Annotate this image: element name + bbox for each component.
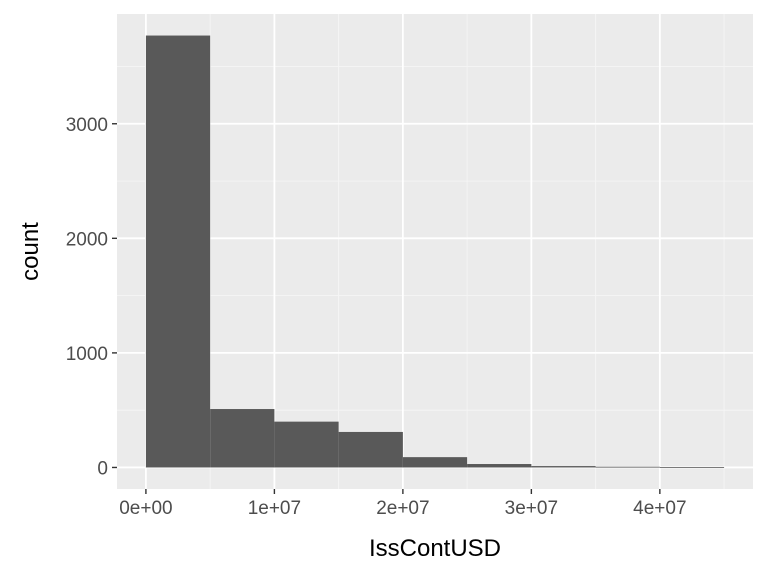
y-tick-label: 2000 bbox=[66, 229, 108, 250]
x-tick-label: 0e+00 bbox=[119, 498, 172, 519]
x-tick-label: 1e+07 bbox=[248, 498, 301, 519]
minor-gridlines bbox=[117, 14, 753, 489]
y-tick-label: 0 bbox=[97, 458, 108, 479]
x-axis: 0e+00 1e+07 2e+07 3e+07 4e+07 bbox=[119, 489, 687, 519]
histogram-bar bbox=[402, 457, 468, 468]
histogram-bar bbox=[145, 35, 211, 468]
y-tick-label: 1000 bbox=[66, 344, 108, 365]
histogram-bar bbox=[467, 464, 532, 468]
histogram-bar bbox=[274, 421, 339, 468]
histogram-bar bbox=[531, 466, 596, 468]
y-tick-label: 3000 bbox=[66, 115, 108, 136]
x-tick-label: 3e+07 bbox=[505, 498, 558, 519]
x-axis-title: IssContUSD bbox=[369, 535, 501, 562]
histogram-bars bbox=[145, 35, 725, 468]
x-tick-label: 4e+07 bbox=[633, 498, 686, 519]
y-axis-title: count bbox=[17, 222, 44, 281]
y-axis: 0 1000 2000 3000 bbox=[66, 115, 117, 479]
histogram-bar bbox=[595, 466, 660, 468]
x-tick-label: 2e+07 bbox=[376, 498, 429, 519]
histogram-bar bbox=[659, 467, 725, 468]
histogram-bar bbox=[338, 431, 403, 468]
histogram-bar bbox=[210, 409, 275, 468]
